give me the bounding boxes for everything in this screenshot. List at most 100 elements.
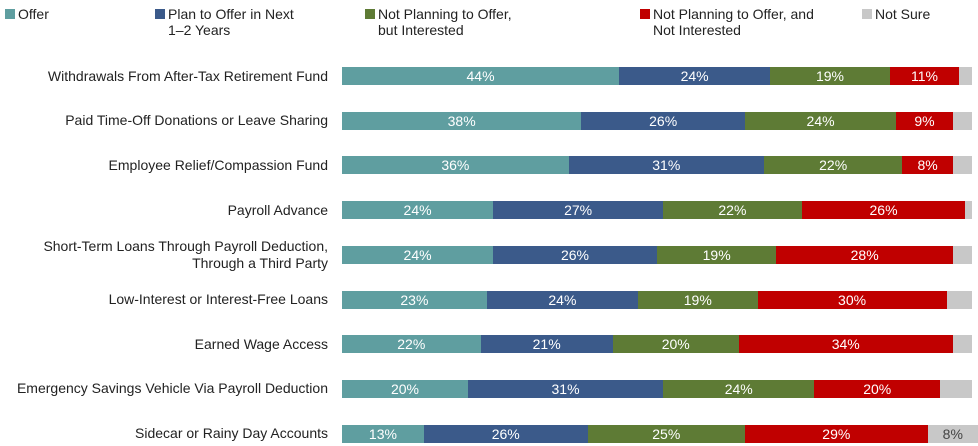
- bar-segment: 20%: [814, 379, 941, 398]
- bar-segment: 31%: [467, 379, 664, 398]
- data-label: 24%: [724, 380, 753, 397]
- data-label: 31%: [551, 380, 580, 397]
- data-label: 11%: [910, 68, 938, 84]
- bar-segment: 19%: [656, 245, 777, 264]
- bar-segment: 22%: [763, 156, 903, 175]
- legend-label: Not Sure: [875, 6, 931, 22]
- data-label: 27%: [564, 202, 593, 219]
- bar-segment: 8%: [902, 156, 953, 175]
- bar-segment: [965, 201, 972, 220]
- bar-segment: 26%: [801, 201, 966, 220]
- bar-segment: 24%: [619, 67, 771, 85]
- data-label: 26%: [649, 112, 678, 129]
- data-label: 8%: [917, 157, 938, 174]
- legend-swatch: [5, 9, 15, 19]
- bar-segment: [946, 290, 972, 309]
- data-label: 25%: [652, 425, 681, 442]
- legend-item: Not Planning to Offer, and Not Intereste…: [640, 6, 830, 38]
- data-label: 20%: [390, 380, 419, 397]
- bar-segment: [952, 111, 972, 130]
- bar-segment: [952, 156, 972, 175]
- category-label: Paid Time-Off Donations or Leave Sharing: [65, 112, 328, 129]
- bar-segment: 23%: [342, 290, 487, 309]
- bar-segment: 20%: [342, 379, 468, 398]
- category-label: Emergency Savings Vehicle Via Payroll De…: [16, 380, 328, 397]
- bar-segment: 22%: [342, 335, 481, 354]
- bar-segment: 24%: [486, 290, 638, 309]
- bar-segment: 9%: [896, 111, 953, 130]
- category-label: Payroll Advance: [227, 201, 328, 218]
- data-label: 22%: [819, 157, 848, 174]
- bar-segment: 29%: [745, 424, 928, 443]
- data-label: 44%: [466, 68, 495, 84]
- legend-label: Plan to Offer in Next 1–2 Years: [168, 6, 294, 38]
- legend-label: Not Planning to Offer, and Not Intereste…: [653, 6, 814, 38]
- data-label: 26%: [869, 202, 898, 219]
- legend-swatch: [155, 9, 165, 19]
- legend-label: Not Planning to Offer, but Interested: [378, 6, 512, 38]
- bar-segment: 20%: [612, 335, 739, 354]
- data-label: 8%: [942, 425, 963, 442]
- data-label: 20%: [661, 336, 690, 353]
- bar-segment: 36%: [342, 156, 569, 175]
- bar-segment: 8%: [927, 424, 978, 443]
- data-label: 19%: [815, 68, 845, 84]
- category-label: Withdrawals From After-Tax Retirement Fu…: [47, 67, 328, 84]
- data-label: 24%: [680, 68, 709, 84]
- data-label: 19%: [702, 246, 731, 263]
- legend-swatch: [862, 9, 872, 19]
- bar-segment: 38%: [342, 111, 582, 130]
- legend-item: Offer: [5, 6, 85, 22]
- bar-segment: 30%: [757, 290, 947, 309]
- data-label: 9%: [914, 112, 935, 129]
- bar-segment: 19%: [637, 290, 758, 309]
- data-label: 34%: [831, 336, 860, 353]
- bar-segment: 21%: [480, 335, 613, 354]
- data-label: 13%: [368, 425, 397, 442]
- data-label: 30%: [838, 291, 867, 308]
- bar-segment: 27%: [493, 201, 664, 220]
- category-label: Low-Interest or Interest-Free Loans: [108, 291, 328, 307]
- data-label: 31%: [652, 157, 681, 174]
- bar-segment: 31%: [568, 156, 764, 175]
- data-label: 36%: [441, 157, 470, 174]
- bar-segment: 24%: [663, 379, 815, 398]
- bar-segment: 24%: [342, 245, 494, 264]
- data-label: 23%: [400, 291, 429, 308]
- bar-segment: 13%: [342, 424, 424, 443]
- data-label: 21%: [532, 336, 561, 353]
- legend-item: Plan to Offer in Next 1–2 Years: [155, 6, 305, 38]
- bar-segment: 26%: [423, 424, 588, 443]
- data-label: 24%: [806, 112, 835, 129]
- bar-segment: [940, 379, 972, 398]
- legend-label: Offer: [18, 6, 49, 22]
- data-label: 22%: [397, 336, 426, 353]
- data-label: 24%: [403, 202, 432, 219]
- legend-swatch: [365, 9, 375, 19]
- data-label: 24%: [548, 291, 577, 308]
- legend-swatch: [640, 9, 650, 19]
- data-label: 24%: [403, 246, 432, 263]
- data-label: 29%: [822, 425, 851, 442]
- bar-segment: 28%: [776, 245, 953, 264]
- category-label: Short-Term Loans Through Payroll Deducti…: [43, 237, 328, 271]
- legend-item: Not Sure: [862, 6, 972, 22]
- data-label: 20%: [863, 380, 892, 397]
- category-label: Employee Relief/Compassion Fund: [108, 156, 328, 173]
- bar-segment: 19%: [770, 67, 890, 85]
- bar-segment: [959, 67, 972, 85]
- category-label: Sidecar or Rainy Day Accounts: [135, 425, 328, 442]
- data-label: 19%: [683, 291, 712, 308]
- bar-segment: 24%: [745, 111, 897, 130]
- bar-segment: 26%: [581, 111, 745, 130]
- bar-segment: [952, 245, 972, 264]
- bar-segment: [952, 335, 972, 354]
- data-label: 38%: [447, 112, 476, 129]
- data-label: 28%: [850, 246, 879, 263]
- category-label: Earned Wage Access: [194, 335, 328, 352]
- data-label: 22%: [718, 202, 747, 219]
- data-label: 26%: [491, 425, 520, 442]
- data-label: 26%: [560, 246, 589, 263]
- bar-segment: 44%: [342, 67, 620, 85]
